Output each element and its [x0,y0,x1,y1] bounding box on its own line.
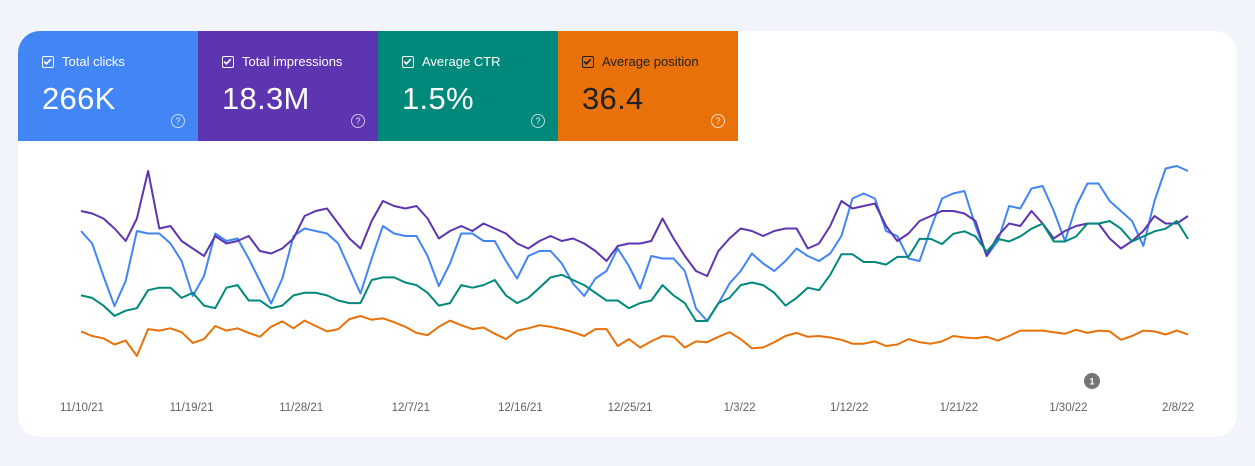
checkbox-checked-icon[interactable] [42,56,54,68]
metric-total-impressions[interactable]: Total impressions 18.3M ? [198,31,378,141]
metric-average-ctr[interactable]: Average CTR 1.5% ? [378,31,558,141]
x-axis-tick-label: 11/10/21 [60,402,104,414]
help-icon[interactable]: ? [531,114,545,128]
help-icon[interactable]: ? [351,114,365,128]
metric-label: Total impressions [242,54,343,69]
x-axis-tick-label: 2/8/22 [1162,402,1194,414]
x-axis-tick-label: 12/16/21 [498,402,543,414]
checkbox-checked-icon[interactable] [582,56,594,68]
metric-label-row: Total impressions [222,53,378,71]
series-line-total-impressions [80,170,1189,277]
checkbox-checked-icon[interactable] [402,56,414,68]
metric-total-clicks[interactable]: Total clicks 266K ? [18,31,198,141]
x-axis-tick-label: 1/12/22 [830,402,868,414]
x-axis-tick-label: 1/30/22 [1049,402,1087,414]
x-axis-tick-label: 11/19/21 [170,402,214,414]
performance-line-chart[interactable]: 11/10/21 11/19/21 11/28/21 12/7/21 12/16/21 1… [18,31,1237,437]
x-axis-tick-label: 11/28/21 [279,402,323,414]
annotation-marker[interactable]: 1 [1084,373,1100,389]
metric-label-row: Total clicks [42,53,198,71]
metric-label-row: Average CTR [402,53,558,71]
metric-value: 266K [42,81,116,116]
x-axis-tick-label: 12/7/21 [392,402,430,414]
series-line-average-position [80,315,1189,357]
metric-tiles: Total clicks 266K ? Total impressions 18… [18,31,738,141]
metric-label: Average CTR [422,54,501,69]
metric-value: 36.4 [582,81,644,116]
help-icon[interactable]: ? [171,114,185,128]
annotation-label: 1 [1089,377,1094,387]
series-line-average-ctr [80,220,1189,322]
metric-label: Average position [602,54,699,69]
metric-value: 1.5% [402,81,474,116]
x-axis-tick-label: 12/25/21 [608,402,653,414]
metric-label-row: Average position [582,53,738,71]
metric-value: 18.3M [222,81,310,116]
checkbox-checked-icon[interactable] [222,56,234,68]
x-axis-tick-label: 1/21/22 [940,402,978,414]
x-axis-tick-label: 1/3/22 [724,402,756,414]
metric-label: Total clicks [62,54,125,69]
performance-card: Total clicks 266K ? Total impressions 18… [18,31,1237,437]
help-icon[interactable]: ? [711,114,725,128]
series-line-total-clicks [80,165,1189,322]
metric-average-position[interactable]: Average position 36.4 ? [558,31,738,141]
